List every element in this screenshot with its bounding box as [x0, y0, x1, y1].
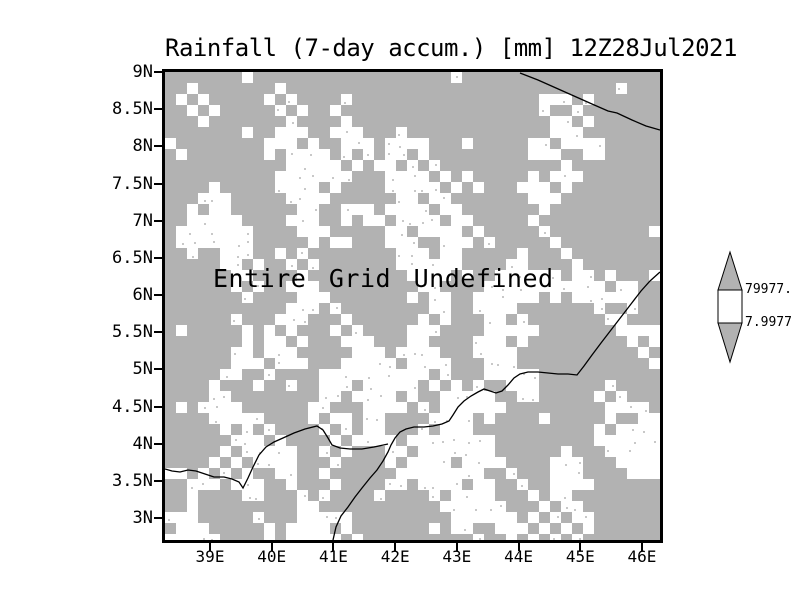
y-tick-mark	[154, 517, 162, 519]
grid-undefined-message: Entire Grid Undefined	[213, 264, 554, 293]
y-tick-mark	[154, 442, 162, 445]
colorbar-mid-band	[717, 289, 743, 324]
colorbar-min-label: 7.99773	[745, 315, 792, 330]
x-tick-label: 43E	[442, 547, 472, 566]
coastline	[332, 271, 660, 540]
x-tick-mark	[517, 543, 520, 551]
coastline	[165, 425, 389, 490]
x-tick-label: 42E	[380, 547, 410, 566]
x-tick-mark	[640, 543, 643, 551]
y-tick-mark	[154, 368, 162, 371]
x-tick-label: 45E	[565, 547, 595, 566]
chart-title: Rainfall (7-day accum.) [mm] 12Z28Jul202…	[165, 34, 737, 62]
y-tick-label: 5.5N	[112, 322, 153, 343]
y-tick-mark	[154, 331, 162, 334]
x-tick-label: 39E	[195, 547, 225, 566]
y-tick-label: 6N	[132, 285, 153, 305]
y-tick-label: 8.5N	[112, 99, 153, 120]
x-tick-mark	[270, 543, 273, 551]
y-tick-mark	[154, 405, 162, 408]
y-tick-mark	[154, 294, 162, 296]
y-tick-label: 3N	[132, 508, 153, 528]
y-tick-label: 4.5N	[112, 396, 153, 417]
y-tick-mark	[154, 219, 162, 222]
x-tick-mark	[455, 543, 458, 551]
y-tick-label: 5N	[132, 359, 153, 380]
x-tick-mark	[209, 543, 211, 551]
y-tick-mark	[154, 182, 162, 185]
x-tick-label: 40E	[257, 547, 287, 566]
x-tick-mark	[394, 543, 397, 551]
x-tick-label: 41E	[318, 547, 348, 566]
x-tick-mark	[579, 543, 582, 551]
y-tick-label: 4N	[132, 433, 153, 454]
y-tick-label: 7.5N	[112, 173, 153, 194]
x-tick-label: 46E	[627, 547, 657, 566]
map-raster	[165, 72, 660, 540]
y-tick-mark	[154, 145, 162, 148]
coastline	[519, 72, 660, 131]
x-tick-mark	[332, 543, 335, 551]
y-tick-mark	[154, 479, 162, 482]
y-tick-mark	[154, 71, 162, 73]
colorbar-below-min-triangle	[717, 322, 743, 364]
y-tick-mark	[154, 108, 162, 111]
y-tick-label: 6.5N	[112, 247, 153, 268]
y-tick-label: 8N	[132, 136, 153, 157]
colorbar-above-max-triangle	[717, 250, 743, 291]
y-tick-label: 9N	[132, 62, 153, 82]
y-tick-mark	[154, 256, 162, 259]
y-tick-label: 7N	[132, 210, 153, 231]
colorbar-arrow	[717, 250, 743, 364]
x-tick-label: 44E	[504, 547, 534, 566]
colorbar-max-label: 79977.3	[745, 282, 792, 297]
y-tick-label: 3.5N	[112, 470, 153, 491]
